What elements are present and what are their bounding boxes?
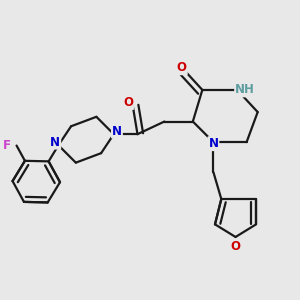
Text: N: N — [112, 124, 122, 137]
Text: O: O — [123, 96, 133, 109]
Text: N: N — [208, 137, 218, 150]
Text: N: N — [50, 136, 60, 148]
Text: F: F — [3, 139, 11, 152]
Text: NH: NH — [235, 83, 255, 96]
Text: O: O — [230, 240, 241, 253]
Text: O: O — [177, 61, 187, 74]
